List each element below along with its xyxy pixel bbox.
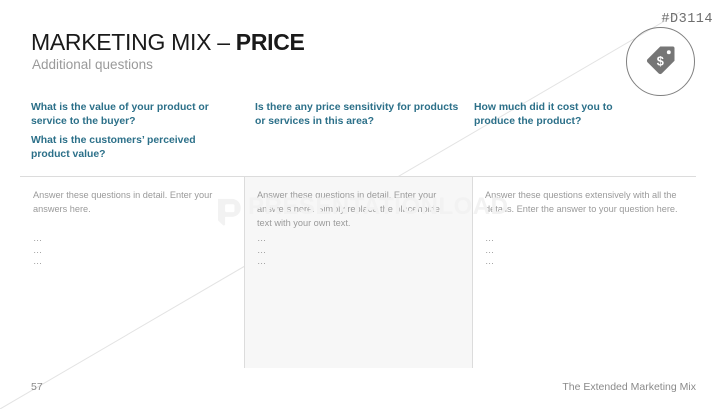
svg-text:$: $ bbox=[656, 53, 663, 68]
